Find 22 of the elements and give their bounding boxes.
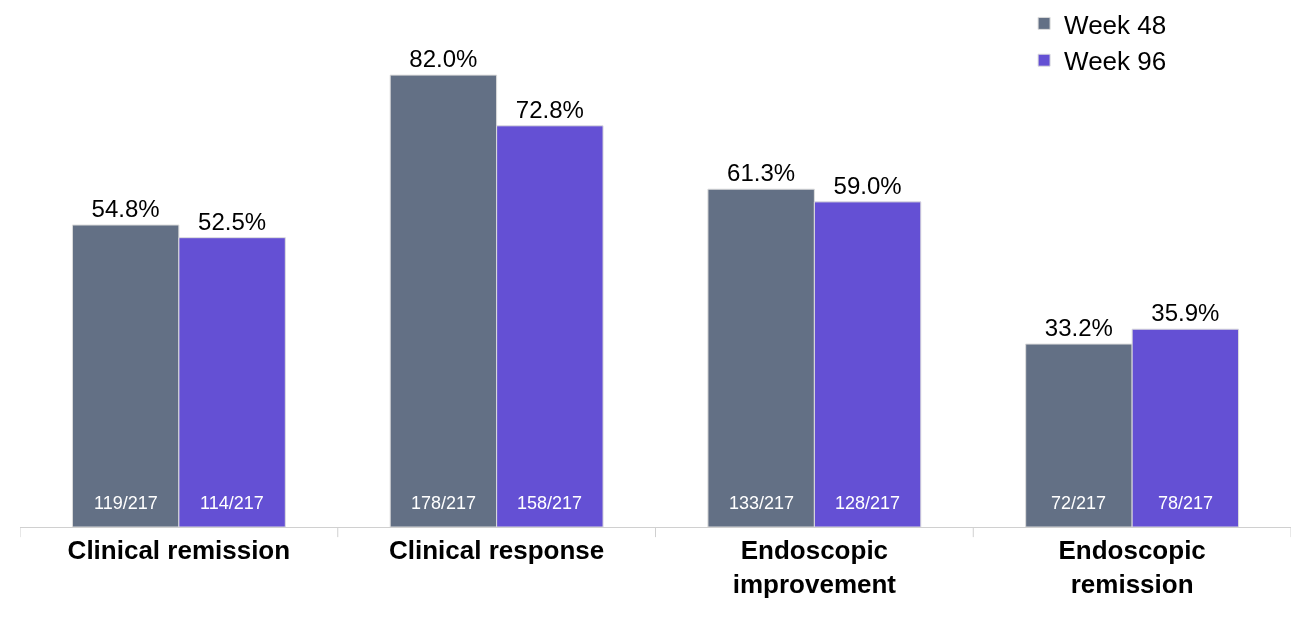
data-label: 54.8%	[91, 195, 160, 222]
x-tick-label: Clinical remission	[67, 535, 291, 566]
data-label: 59.0%	[833, 171, 902, 199]
legend-label: Week 48	[1064, 9, 1167, 40]
x-tick-label: Clinical response	[388, 535, 605, 566]
annotation: 78/217	[1158, 493, 1214, 513]
annotation: 114/217	[200, 493, 264, 513]
x-tick-label: Endoscopic remission	[1058, 535, 1206, 599]
data-label: 82.0%	[409, 45, 478, 73]
annotation: 119/217	[94, 493, 158, 513]
data-label: 33.2%	[1044, 314, 1113, 342]
legend-label: Week 96	[1064, 46, 1167, 77]
annotation: 158/217	[517, 493, 583, 513]
data-label: 52.5%	[198, 207, 267, 235]
annotation: 178/217	[411, 493, 477, 513]
data-label: 35.9%	[1151, 299, 1220, 327]
annotation: 133/217	[729, 493, 795, 513]
data-label: 72.8%	[515, 95, 584, 123]
annotation: 128/217	[835, 493, 901, 513]
annotation: 72/217	[1051, 493, 1107, 513]
x-tick-label: Endoscopic improvement	[732, 535, 897, 599]
data-label: 61.3%	[727, 159, 796, 187]
